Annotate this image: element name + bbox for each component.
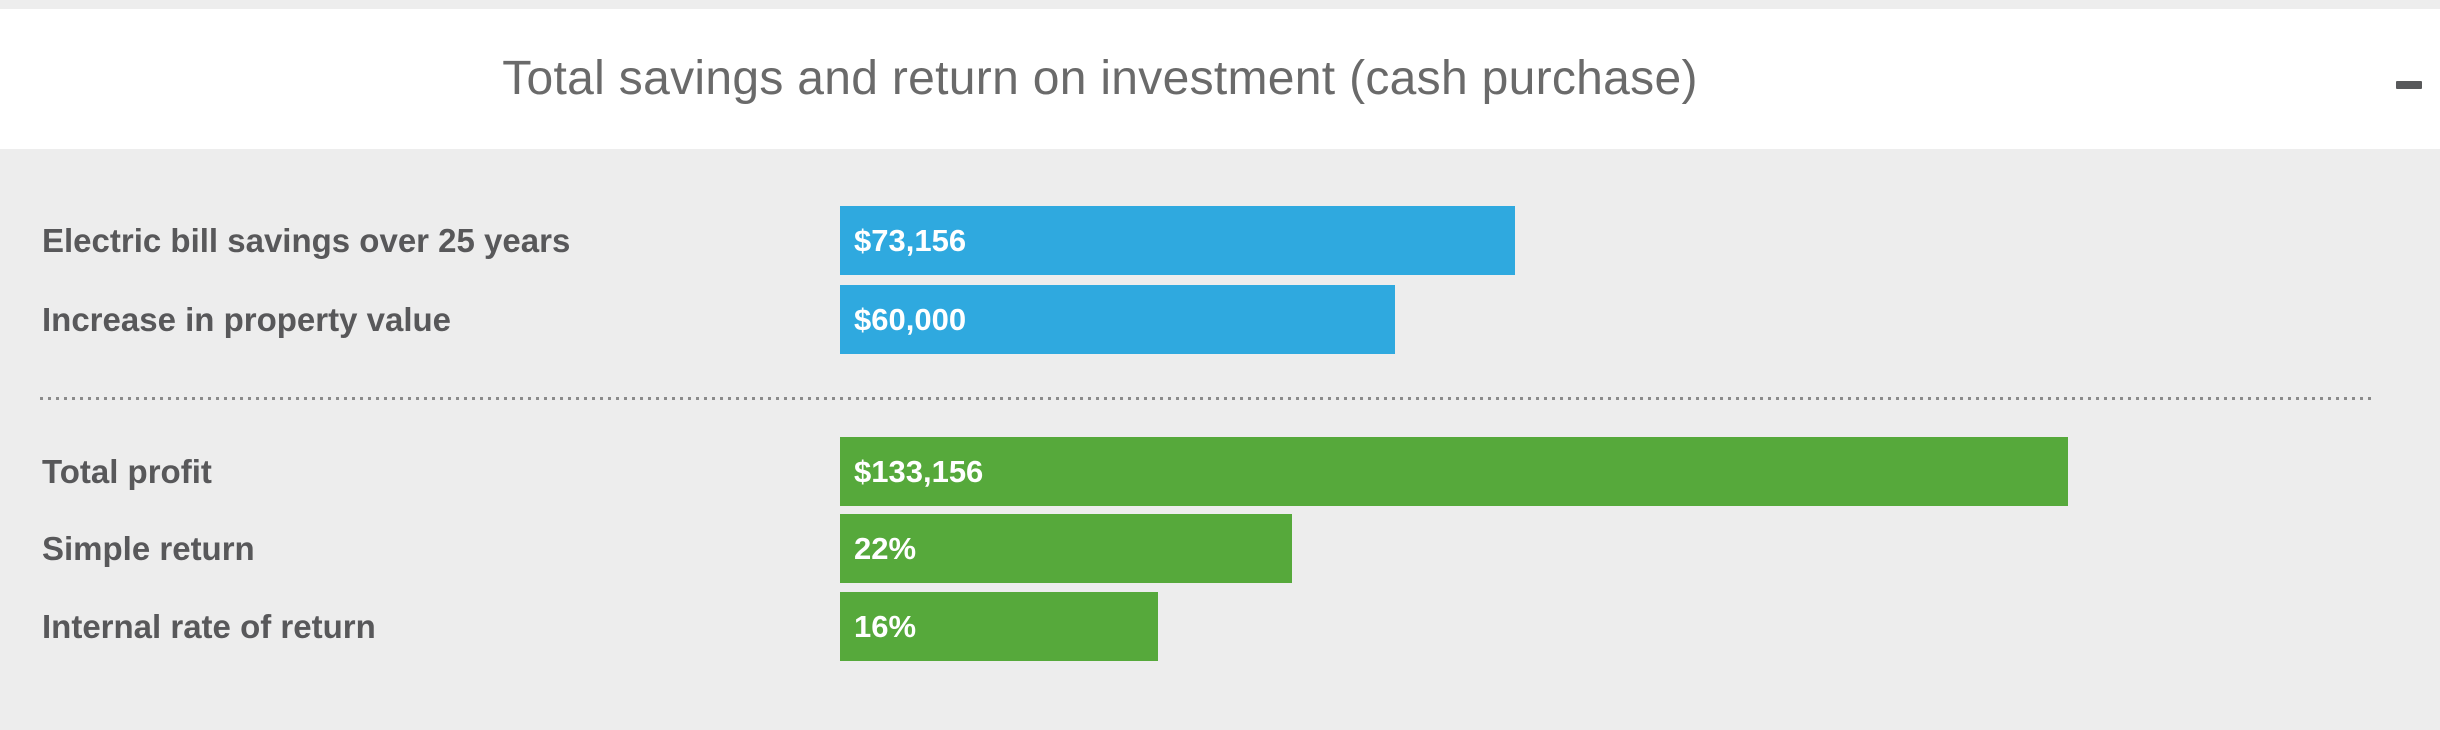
bar-value: $73,156 <box>854 222 967 258</box>
row-label: Simple return <box>42 529 255 567</box>
bar-value: $133,156 <box>854 453 984 489</box>
section-header: Total savings and return on investment (… <box>0 9 2440 149</box>
chart-row: Simple return 22% <box>0 514 2440 583</box>
dotted-divider <box>40 397 2376 400</box>
bar-total-profit: $133,156 <box>840 437 2068 506</box>
chart-row: Internal rate of return 16% <box>0 592 2440 661</box>
collapse-section-button[interactable] <box>2387 63 2431 107</box>
bar-value: 22% <box>854 530 917 566</box>
bar-value: $60,000 <box>854 301 967 337</box>
chart-row: Electric bill savings over 25 years $73,… <box>0 206 2440 275</box>
bar-value: 16% <box>854 608 917 644</box>
bar-electric-bill-savings: $73,156 <box>840 206 1515 275</box>
bar-internal-rate-of-return: 16% <box>840 592 1158 661</box>
section-title: Total savings and return on investment (… <box>502 52 1698 105</box>
row-label: Increase in property value <box>42 300 452 338</box>
row-label: Internal rate of return <box>42 607 376 645</box>
chart-row: Total profit $133,156 <box>0 437 2440 506</box>
bar-simple-return: 22% <box>840 514 1292 583</box>
minus-icon <box>2396 81 2422 89</box>
chart-row: Increase in property value $60,000 <box>0 285 2440 354</box>
bar-property-value-increase: $60,000 <box>840 285 1395 354</box>
row-label: Total profit <box>42 452 212 490</box>
row-label: Electric bill savings over 25 years <box>42 221 571 259</box>
